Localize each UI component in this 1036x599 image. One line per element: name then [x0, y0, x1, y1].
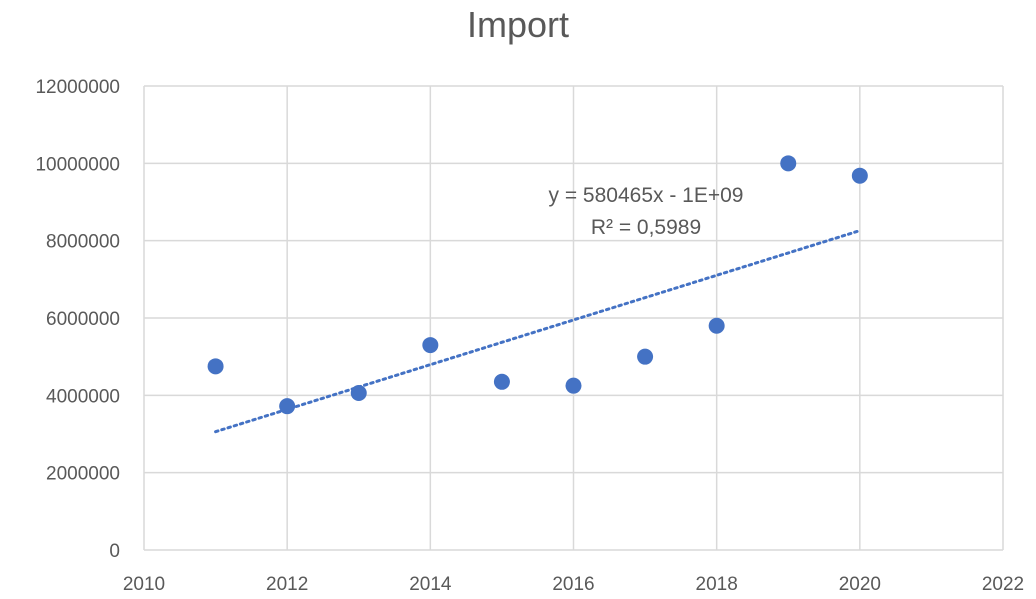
x-tick-label: 2016: [552, 574, 594, 595]
data-point: [780, 155, 797, 172]
x-tick-label: 2020: [839, 574, 881, 595]
x-tick-label: 2014: [409, 574, 452, 595]
x-tick-labels: 2010 2012 2014 2016 2018 2020 2022: [123, 574, 1024, 595]
data-point: [279, 398, 296, 415]
data-point: [350, 385, 367, 402]
y-tick-labels: 0 2000000 4000000 6000000 8000000 10000000 120…: [35, 77, 120, 562]
trendline: [214, 229, 862, 434]
trendline-layer: [214, 229, 862, 434]
grid-layer: [143, 85, 1004, 551]
y-tick-label: 8000000: [46, 232, 120, 253]
trendline-annotation: y = 580465x - 1E+09 R² = 0,5989: [549, 184, 744, 239]
data-point: [207, 358, 224, 375]
data-points: [207, 155, 868, 415]
data-point: [422, 337, 439, 354]
y-tick-label: 0: [109, 541, 120, 562]
y-tick-label: 10000000: [35, 154, 120, 175]
data-point: [851, 167, 868, 184]
y-tick-label: 12000000: [35, 77, 120, 98]
data-point: [708, 317, 725, 334]
x-tick-label: 2012: [266, 574, 308, 595]
y-tick-label: 2000000: [46, 464, 120, 485]
x-tick-label: 2018: [696, 574, 738, 595]
trendline-equation: y = 580465x - 1E+09: [549, 184, 744, 207]
x-tick-label: 2010: [123, 574, 165, 595]
data-point: [565, 377, 582, 394]
x-tick-label: 2022: [982, 574, 1024, 595]
trendline-r-squared: R² = 0,5989: [591, 216, 701, 239]
data-point: [637, 348, 654, 365]
data-point: [493, 373, 510, 390]
y-tick-label: 6000000: [46, 309, 120, 330]
y-tick-label: 4000000: [46, 386, 120, 407]
chart-title: Import: [466, 4, 570, 45]
